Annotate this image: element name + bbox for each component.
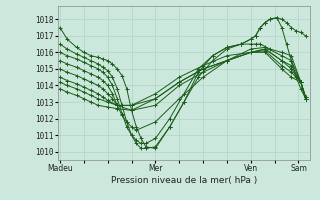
X-axis label: Pression niveau de la mer( hPa ): Pression niveau de la mer( hPa ) [111,176,257,185]
